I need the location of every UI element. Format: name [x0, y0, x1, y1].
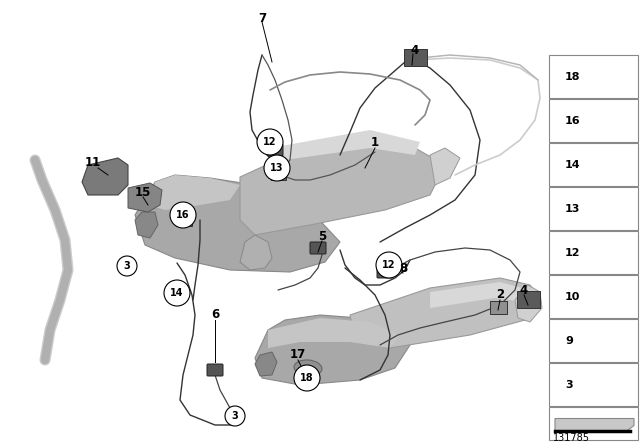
Text: 11: 11	[85, 156, 101, 169]
Text: 17: 17	[290, 349, 306, 362]
Circle shape	[264, 155, 290, 181]
Text: 4: 4	[411, 43, 419, 56]
Polygon shape	[135, 212, 158, 238]
Polygon shape	[430, 148, 460, 185]
Circle shape	[117, 256, 137, 276]
Circle shape	[164, 280, 190, 306]
Text: 1: 1	[371, 137, 379, 150]
FancyBboxPatch shape	[516, 292, 540, 309]
Circle shape	[257, 129, 283, 155]
Polygon shape	[350, 278, 540, 348]
Text: 12: 12	[382, 260, 396, 270]
FancyBboxPatch shape	[549, 143, 638, 186]
Text: 4: 4	[520, 284, 528, 297]
Text: 6: 6	[211, 309, 219, 322]
Circle shape	[225, 406, 245, 426]
Text: 13: 13	[565, 203, 580, 214]
FancyBboxPatch shape	[310, 242, 326, 254]
Text: 16: 16	[565, 116, 580, 125]
Text: 14: 14	[565, 159, 580, 169]
Polygon shape	[148, 175, 240, 210]
Text: 12: 12	[263, 137, 276, 147]
Text: 13: 13	[270, 163, 284, 173]
FancyBboxPatch shape	[179, 217, 191, 227]
Text: 15: 15	[135, 185, 151, 198]
FancyBboxPatch shape	[549, 275, 638, 318]
FancyBboxPatch shape	[207, 364, 223, 376]
FancyBboxPatch shape	[549, 55, 638, 98]
Text: 10: 10	[565, 292, 580, 302]
FancyBboxPatch shape	[549, 231, 638, 274]
Polygon shape	[135, 175, 340, 272]
Text: 5: 5	[318, 229, 326, 242]
Text: 131785: 131785	[553, 433, 590, 443]
Polygon shape	[240, 235, 272, 270]
Polygon shape	[240, 135, 445, 235]
FancyBboxPatch shape	[549, 363, 638, 406]
Polygon shape	[430, 282, 530, 308]
Text: 16: 16	[176, 210, 189, 220]
Polygon shape	[515, 285, 542, 322]
Polygon shape	[268, 318, 400, 348]
Text: 3: 3	[565, 379, 573, 389]
Text: 18: 18	[300, 373, 314, 383]
FancyBboxPatch shape	[549, 99, 638, 142]
FancyBboxPatch shape	[403, 49, 426, 66]
Text: 7: 7	[258, 12, 266, 25]
Circle shape	[294, 365, 320, 391]
Polygon shape	[128, 183, 162, 212]
FancyBboxPatch shape	[549, 187, 638, 230]
Polygon shape	[270, 130, 420, 162]
FancyBboxPatch shape	[377, 266, 393, 278]
FancyBboxPatch shape	[549, 319, 638, 362]
Circle shape	[170, 202, 196, 228]
Polygon shape	[82, 158, 128, 195]
Polygon shape	[255, 315, 410, 385]
Text: 14: 14	[170, 288, 184, 298]
Text: 18: 18	[565, 72, 580, 82]
Circle shape	[376, 252, 402, 278]
Ellipse shape	[294, 360, 322, 376]
Text: 3: 3	[124, 261, 131, 271]
Text: 2: 2	[496, 289, 504, 302]
FancyBboxPatch shape	[271, 169, 285, 181]
FancyBboxPatch shape	[549, 407, 638, 440]
Polygon shape	[255, 352, 277, 376]
Text: 9: 9	[565, 336, 573, 345]
Polygon shape	[555, 418, 634, 431]
Text: 8: 8	[399, 262, 407, 275]
Text: 3: 3	[232, 411, 238, 421]
Text: 12: 12	[565, 247, 580, 258]
FancyBboxPatch shape	[267, 144, 283, 156]
FancyBboxPatch shape	[490, 302, 506, 314]
